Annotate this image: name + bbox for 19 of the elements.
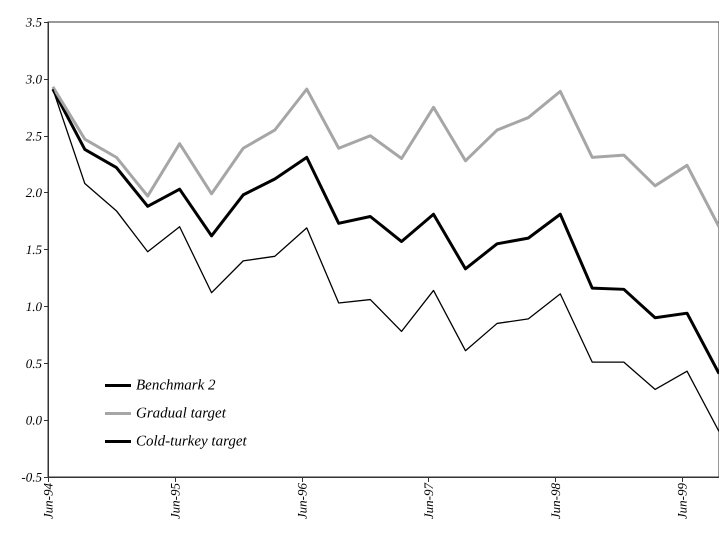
x-tick-label: Jun-97 (421, 482, 436, 520)
x-tick-label: Jun-96 (294, 482, 310, 520)
legend-label: Gradual target (136, 406, 227, 422)
y-tick-label: 0.5 (26, 356, 42, 371)
y-tick-label: 3.5 (24, 14, 42, 30)
x-tick-label: Jun-99 (674, 482, 690, 520)
legend-label: Benchmark 2 (136, 378, 216, 394)
y-tick-label: 1.5 (26, 242, 42, 257)
y-tick-label: 2.5 (26, 128, 42, 144)
y-tick-label: 1.0 (26, 298, 42, 314)
x-tick-label: Jun-98 (548, 482, 563, 520)
legend-label: Cold-turkey target (136, 434, 248, 450)
line-series (51, 85, 719, 228)
y-tick-label: 0.0 (26, 412, 42, 428)
y-tick-label: 2.0 (26, 185, 42, 200)
y-tick-label: -0.5 (21, 470, 42, 484)
x-tick-label: Jun-95 (167, 482, 182, 520)
x-tick-label: Jun-94 (40, 482, 56, 520)
y-tick-label: 3.0 (24, 71, 42, 86)
